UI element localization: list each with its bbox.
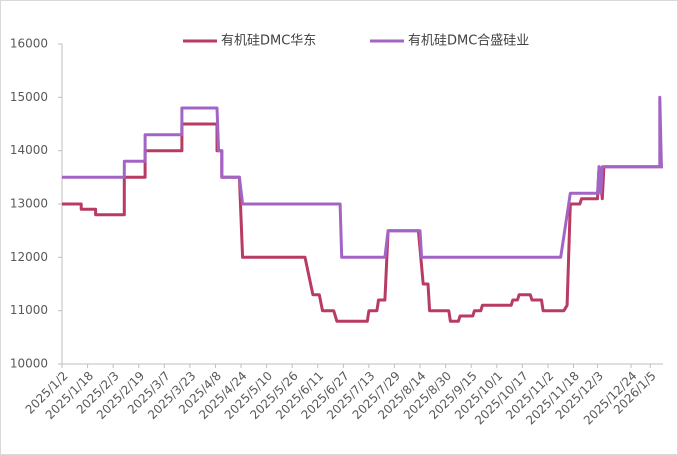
y-tick-label: 12000 (10, 250, 48, 264)
line-series (62, 95, 663, 259)
y-tick-label: 13000 (10, 197, 48, 211)
legend-label: 有机硅DMC合盛硅业 (408, 34, 529, 49)
y-tick-label: 16000 (10, 37, 48, 51)
y-tick-label: 10000 (10, 357, 48, 371)
legend-label: 有机硅DMC华东 (221, 34, 316, 49)
legend: 有机硅DMC华东 有机硅DMC合盛硅业 (183, 34, 529, 49)
y-tick-label: 14000 (10, 143, 48, 157)
y-tick-label: 15000 (10, 90, 48, 104)
y-tick-label: 11000 (10, 303, 48, 317)
line-series (62, 122, 663, 323)
